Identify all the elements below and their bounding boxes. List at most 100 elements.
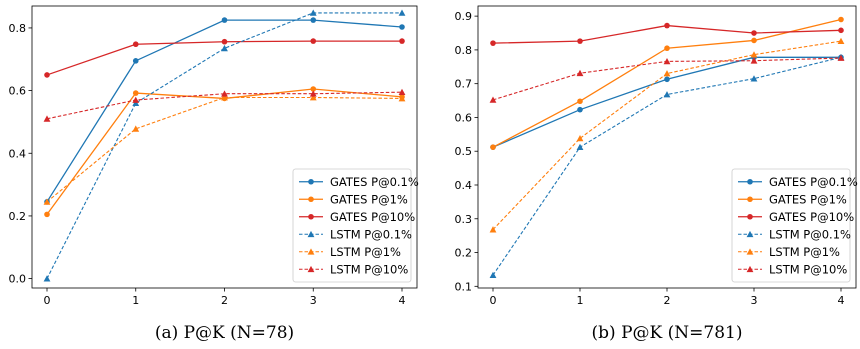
legend-label-lstm-p-1: LSTM P@1% <box>769 245 840 259</box>
y-tick-label: 0.0 <box>9 273 27 286</box>
x-tick-label: 0 <box>490 294 497 307</box>
data-point-gates-p-0-1 <box>132 58 139 64</box>
legend-label-lstm-p-0-1: LSTM P@0.1% <box>769 227 851 241</box>
data-point-gates-p-10 <box>751 30 757 36</box>
data-point-gates-p-10 <box>310 38 317 44</box>
data-point-lstm-p-0-1 <box>221 44 228 52</box>
series-line-lstm-p-0-1 <box>46 12 402 279</box>
data-point-gates-p-10 <box>132 41 139 48</box>
data-point-lstm-p-10 <box>398 88 406 96</box>
legend-label-gates-p-1: GATES P@1% <box>330 192 408 206</box>
y-tick-label: 0.9 <box>455 10 473 23</box>
legend: GATES P@0.1% GATES P@1% GATES P@10% LSTM P@… <box>292 168 419 283</box>
data-point-gates-p-10 <box>577 38 583 44</box>
legend-label-gates-p-10: GATES P@10% <box>330 210 415 224</box>
legend-label-lstm-p-10: LSTM P@10% <box>769 262 847 276</box>
data-point-lstm-p-1 <box>750 51 758 58</box>
data-point-lstm-p-10 <box>43 115 51 122</box>
x-tick-label: 3 <box>751 294 758 307</box>
data-point-lstm-p-0-1 <box>43 275 51 282</box>
legend-swatch-marker <box>308 196 314 203</box>
data-point-gates-p-10 <box>44 72 50 78</box>
y-tick-label: 0.2 <box>455 247 473 260</box>
data-point-lstm-p-1 <box>221 94 228 101</box>
data-point-gates-p-10 <box>664 22 670 29</box>
data-point-gates-p-1 <box>838 16 844 23</box>
data-point-lstm-p-1 <box>489 226 497 233</box>
data-point-gates-p-1 <box>44 211 50 218</box>
legend-label-lstm-p-1: LSTM P@1% <box>330 245 401 259</box>
data-point-lstm-p-0-1 <box>576 143 584 151</box>
legend-swatch-marker <box>747 196 753 203</box>
data-point-lstm-p-1 <box>576 134 584 142</box>
y-axis-ticks: 0.1 0.2 0.3 0.4 0.5 0.6 0.7 0.8 0.9 <box>455 10 478 293</box>
data-point-lstm-p-0-1 <box>489 271 497 279</box>
legend-box <box>731 168 851 283</box>
series-markers <box>43 9 406 282</box>
series-line-lstm-p-10 <box>46 91 403 120</box>
data-point-lstm-p-0-1 <box>398 9 406 16</box>
x-tick-label: 1 <box>132 294 139 307</box>
x-axis-ticks: 0 1 2 3 4 <box>44 288 406 307</box>
chart-caption: (a) P@K (N=78) <box>155 323 294 343</box>
x-tick-label: 0 <box>44 294 51 307</box>
data-point-gates-p-1 <box>310 86 317 92</box>
chart-caption: (b) P@K (N=781) <box>592 323 743 343</box>
data-point-lstm-p-10 <box>576 69 584 77</box>
y-tick-label: 0.3 <box>455 213 473 226</box>
series-markers <box>489 16 845 279</box>
data-point-gates-p-1 <box>577 98 583 105</box>
y-tick-label: 0.8 <box>455 44 473 57</box>
y-tick-label: 0.6 <box>455 111 473 124</box>
data-point-gates-p-0-1 <box>221 17 228 23</box>
data-point-lstm-p-1 <box>132 125 140 132</box>
y-tick-label: 0.8 <box>9 22 27 35</box>
legend-label-gates-p-1: GATES P@1% <box>769 192 847 206</box>
x-axis-ticks: 0 1 2 3 4 <box>490 288 845 307</box>
legend-label-lstm-p-0-1: LSTM P@0.1% <box>330 227 412 241</box>
data-point-lstm-p-1 <box>837 37 845 45</box>
data-point-gates-p-0-1 <box>577 106 583 113</box>
data-point-lstm-p-1 <box>398 95 406 102</box>
y-axis-ticks: 0.0 0.2 0.4 0.6 0.8 <box>9 22 32 286</box>
legend-swatch-marker <box>307 265 315 273</box>
legend: GATES P@0.1% GATES P@1% GATES P@10% LSTM P@… <box>731 168 858 283</box>
legend-swatch-marker <box>746 265 754 273</box>
x-tick-label: 2 <box>664 294 671 307</box>
data-point-lstm-p-10 <box>837 54 845 61</box>
legend-swatch-marker <box>746 248 754 255</box>
data-point-lstm-p-10 <box>221 90 228 97</box>
chart-panel-b: 0.1 0.2 0.3 0.4 0.5 0.6 0.7 0.8 0.9 0 1 2 3 4 GATES … <box>455 5 858 343</box>
x-tick-label: 1 <box>577 294 584 307</box>
legend-swatch-marker <box>747 213 753 220</box>
x-tick-label: 4 <box>399 294 406 307</box>
data-point-lstm-p-10 <box>309 90 317 97</box>
legend-swatch-marker <box>747 178 753 185</box>
data-point-lstm-p-1 <box>309 94 317 101</box>
data-point-lstm-p-10 <box>132 96 140 103</box>
data-point-lstm-p-1 <box>43 198 51 205</box>
data-point-lstm-p-10 <box>750 57 758 64</box>
series-line-gates-p-1 <box>492 18 842 148</box>
data-point-lstm-p-0-1 <box>750 75 758 82</box>
data-point-gates-p-0-1 <box>310 17 317 23</box>
x-tick-label: 3 <box>310 294 317 307</box>
data-point-gates-p-0-1 <box>664 76 670 83</box>
data-point-lstm-p-10 <box>663 57 671 65</box>
x-tick-label: 4 <box>838 294 845 307</box>
data-point-gates-p-10 <box>490 40 496 46</box>
data-point-lstm-p-0-1 <box>309 9 317 16</box>
legend-label-gates-p-10: GATES P@10% <box>769 210 854 224</box>
legend-swatch-marker <box>308 178 314 185</box>
y-tick-label: 0.7 <box>455 78 473 91</box>
data-point-gates-p-10 <box>399 38 405 44</box>
legend-label-gates-p-0-1: GATES P@0.1% <box>330 175 419 189</box>
legend-swatch-marker <box>746 230 754 238</box>
y-tick-label: 0.1 <box>455 280 473 293</box>
data-point-gates-p-1 <box>132 90 139 96</box>
legend-label-lstm-p-10: LSTM P@10% <box>330 262 408 276</box>
x-tick-label: 2 <box>221 294 228 307</box>
data-point-gates-p-10 <box>221 38 228 45</box>
